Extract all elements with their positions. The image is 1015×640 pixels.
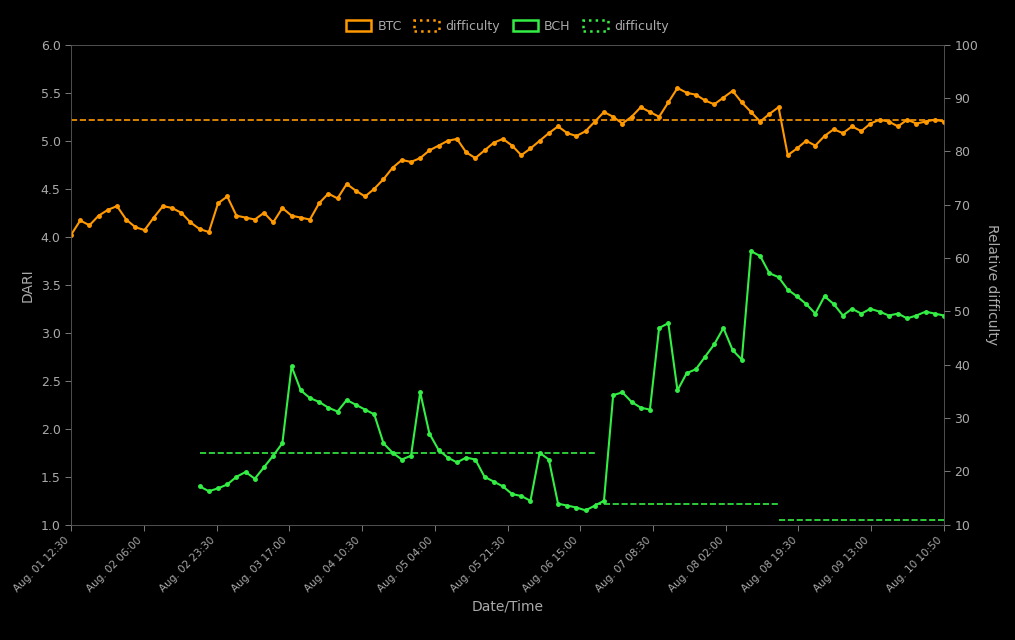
- Y-axis label: DARI: DARI: [21, 268, 36, 301]
- X-axis label: Date/Time: Date/Time: [472, 600, 543, 614]
- Y-axis label: Relative difficulty: Relative difficulty: [986, 224, 999, 346]
- Legend: BTC, difficulty, BCH, difficulty: BTC, difficulty, BCH, difficulty: [341, 15, 674, 38]
